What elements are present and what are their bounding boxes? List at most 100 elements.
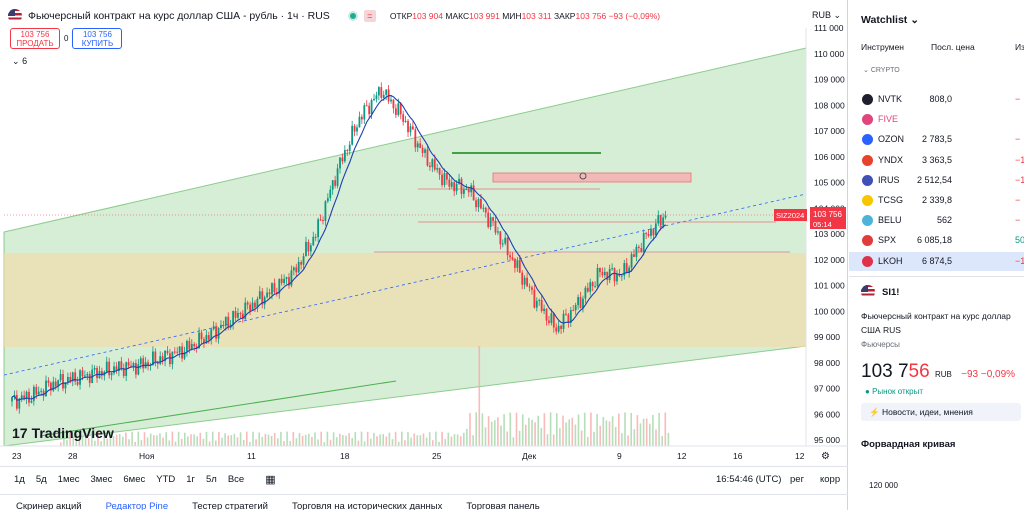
volume-bar	[239, 432, 242, 446]
candle-body	[300, 262, 303, 265]
settings-gear-icon: ⚙	[821, 451, 830, 462]
tradingview-logo[interactable]: 17 TradingView	[12, 425, 114, 441]
volume-bar	[518, 430, 521, 446]
timeframe-button[interactable]: 3мес	[90, 474, 113, 485]
price-chart[interactable]: 111 000 110 000 109 000 108 000 107 000 106 0…	[0, 0, 848, 466]
candle-body	[370, 100, 373, 115]
candle-body	[108, 361, 111, 376]
news-button[interactable]: ⚡ Новости, идеи, мнения	[861, 403, 1021, 421]
candle-body	[545, 308, 548, 321]
watchlist-group-header[interactable]: ⌄ CRYPTO	[863, 66, 900, 74]
volume-bar	[428, 432, 431, 446]
volume-bar	[190, 434, 192, 446]
row-symbol: LKOH	[878, 255, 903, 266]
volume-bar	[180, 438, 183, 446]
bottom-tab[interactable]: Скринер акций	[16, 501, 82, 510]
candle-body	[66, 376, 69, 383]
open-label: ОТКР	[389, 11, 413, 21]
candle-body	[606, 271, 609, 281]
auto-scale-toggle[interactable]: корр	[820, 474, 841, 485]
col-change[interactable]: Из	[1015, 42, 1024, 52]
bottom-tab[interactable]: Редактор Pine	[105, 501, 169, 510]
bottom-tab[interactable]: Тестер стратегий	[192, 501, 268, 510]
candle-body	[249, 304, 252, 311]
volume-bar	[456, 434, 459, 446]
details-symbol[interactable]: SI1!	[882, 287, 900, 298]
candle-body	[130, 365, 132, 367]
candle-body	[397, 103, 400, 115]
candle-body	[557, 325, 560, 332]
calendar-icon[interactable]: ▦	[265, 474, 276, 486]
row-price: 6 874,5	[921, 255, 952, 266]
watchlist-row[interactable]: IRUS 2 512,54 −10	[849, 171, 1024, 190]
clock-readout[interactable]: 16:54:46 (UTC)	[716, 474, 782, 485]
volume-bar	[568, 419, 570, 446]
candle-body	[42, 390, 45, 397]
volume-bar	[94, 440, 96, 446]
candle-body	[88, 374, 91, 384]
watchlist-row[interactable]: SPX 6 085,18 50	[849, 231, 1024, 250]
candle-body	[254, 302, 256, 308]
candle-body	[555, 327, 558, 332]
watchlist-row[interactable]: YNDX 3 363,5 −1	[849, 151, 1024, 170]
symbol-title[interactable]: Фьючерсный контракт на курс доллар США -…	[28, 10, 330, 22]
candle-body	[74, 372, 77, 382]
bottom-tab[interactable]: Торговая панель	[466, 501, 540, 510]
sell-button[interactable]: 103 756 ПРОДАТЬ	[10, 28, 60, 49]
timeframe-button[interactable]: Все	[227, 474, 245, 485]
col-symbol[interactable]: Инструмен	[861, 42, 904, 52]
log-scale-toggle[interactable]: рег	[790, 474, 805, 485]
watchlist-row[interactable]: LKOH 6 874,5 −1	[849, 251, 1024, 271]
watchlist-row[interactable]: NVTK 808,0 −	[849, 90, 1024, 109]
watchlist-title[interactable]: Watchlist ⌄	[861, 14, 919, 26]
indicators-toggle[interactable]: ⌄ 6	[12, 56, 27, 67]
candle-body	[52, 381, 55, 391]
watchlist-row[interactable]: OZON 2 783,5 −	[849, 130, 1024, 149]
time-tick-label: 12	[677, 451, 687, 461]
watchlist-row[interactable]: TCSG 2 339,8 −	[849, 191, 1024, 210]
volume-bar	[379, 434, 381, 446]
timeframe-button[interactable]: 5л	[205, 474, 217, 485]
candle-body	[492, 217, 494, 221]
volume-bar	[168, 440, 171, 446]
resistance-box	[492, 172, 692, 183]
timeframe-button[interactable]: 1г	[186, 474, 195, 485]
volume-bar	[459, 436, 462, 446]
chart-panel[interactable]: 111 000 110 000 109 000 108 000 107 000 106 0…	[0, 0, 848, 510]
candle-body	[487, 212, 490, 228]
candle-body	[511, 257, 514, 260]
candle-body	[40, 390, 43, 392]
volume-bar	[574, 424, 577, 446]
volume-bar	[159, 433, 161, 446]
watchlist-row[interactable]: FIVE	[849, 110, 1024, 129]
timeframe-button[interactable]: 1д	[14, 474, 25, 485]
timeframe-button[interactable]: 5д	[35, 474, 47, 485]
timeframe-button[interactable]: 1мес	[57, 474, 80, 485]
price-tick-label: 109 000	[814, 75, 845, 85]
candle-body	[664, 215, 667, 218]
currency-selector[interactable]: RUB ⌄	[812, 10, 841, 21]
candle-body	[528, 286, 531, 288]
time-tick-label: 9	[617, 451, 622, 461]
trendline	[39, 380, 397, 437]
candle-body	[96, 367, 98, 379]
candle-body	[499, 231, 502, 245]
timeframe-button[interactable]: YTD	[156, 474, 176, 485]
candle-body	[20, 395, 23, 399]
candle-body	[584, 287, 587, 299]
candle-body	[601, 272, 604, 276]
candle-body	[156, 362, 159, 364]
last-price-tag	[810, 207, 846, 229]
candle-body	[419, 143, 422, 148]
col-price[interactable]: Посл. цена	[931, 42, 975, 52]
buy-button[interactable]: 103 756 КУПИТЬ	[72, 28, 123, 49]
candle-body	[224, 316, 227, 326]
watchlist-row[interactable]: BELU 562 −	[849, 211, 1024, 230]
bottom-tab[interactable]: Торговля на исторических данных	[291, 501, 443, 510]
volume-bar	[267, 434, 270, 446]
volume-bar	[444, 439, 446, 446]
candle-body	[385, 89, 388, 95]
row-symbol: YNDX	[878, 154, 904, 165]
candle-body	[210, 329, 213, 340]
timeframe-button[interactable]: 6мес	[123, 474, 146, 485]
